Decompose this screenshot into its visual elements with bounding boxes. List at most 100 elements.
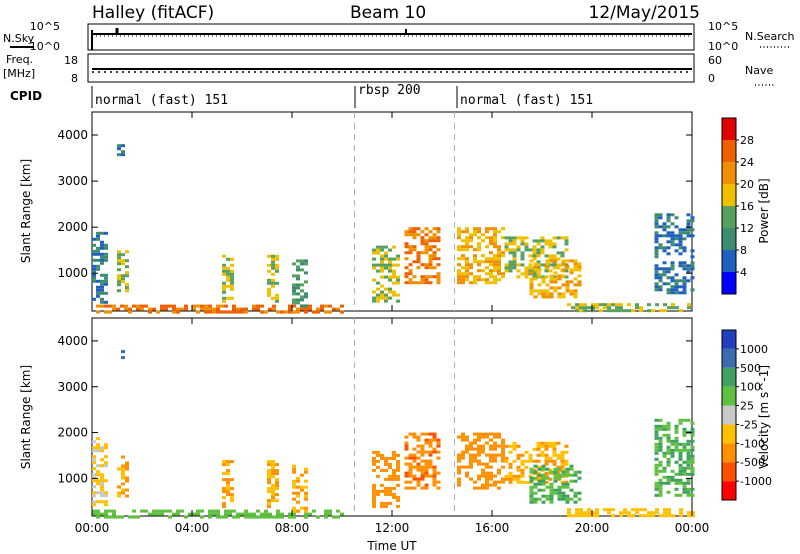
echo-cell: [670, 439, 675, 443]
echo-cell: [532, 447, 537, 451]
echo-cell: [404, 474, 409, 478]
echo-region: [529, 259, 582, 299]
echo-cell: [271, 278, 275, 282]
echo-cell: [172, 304, 176, 308]
echo-cell: [679, 508, 683, 512]
echo-cell: [564, 248, 569, 252]
echo-cell: [569, 271, 574, 275]
echo-cell: [564, 480, 569, 484]
echo-cell: [497, 251, 501, 255]
echo-cell: [662, 225, 667, 229]
echo-cell: [569, 464, 574, 468]
echo-cell: [208, 304, 212, 308]
echo-cell: [140, 307, 144, 311]
echo-cell: [408, 471, 413, 475]
echo-cell: [428, 438, 433, 442]
echo-cell: [504, 245, 509, 249]
echo-cell: [524, 465, 529, 469]
echo-cell: [485, 272, 489, 276]
echo-cell: [469, 456, 473, 460]
echo-cell: [536, 260, 541, 264]
echo-cell: [408, 248, 413, 252]
echo-cell: [372, 251, 376, 255]
echo-cell: [288, 304, 292, 308]
echo-cell: [457, 257, 461, 261]
echo-cell: [658, 234, 663, 238]
echo-cell: [296, 500, 300, 504]
echo-cell: [461, 432, 465, 436]
echo-cell: [230, 460, 234, 464]
echo-cell: [412, 281, 417, 285]
echo-cell: [222, 296, 226, 300]
echo-region: [267, 254, 279, 303]
echo-cell: [469, 465, 473, 469]
echo-cell: [304, 307, 308, 311]
echo-cell: [372, 296, 376, 300]
echo-cell: [121, 491, 125, 495]
echo-cell: [662, 466, 667, 470]
echo-cell: [485, 480, 489, 484]
echo-cell: [485, 465, 489, 469]
echo-cell: [560, 236, 565, 240]
echo-cell: [117, 289, 121, 293]
echo-cell: [124, 307, 128, 311]
echo-cell: [674, 493, 679, 497]
echo-cell: [461, 230, 465, 234]
echo-cell: [690, 487, 695, 491]
echo-cell: [125, 259, 129, 263]
echo-cell: [372, 483, 376, 487]
echo-cell: [112, 512, 116, 516]
echo-cell: [236, 512, 240, 516]
echo-cell: [272, 304, 276, 308]
echo-cell: [493, 444, 497, 448]
echo-cell: [545, 485, 550, 489]
echo-cell: [416, 468, 421, 472]
echo-cell: [473, 260, 477, 264]
echo-cell: [469, 441, 473, 445]
echo-cell: [336, 307, 340, 311]
echo-cell: [228, 310, 232, 314]
echo-cell: [497, 432, 501, 436]
echo-cell: [485, 236, 489, 240]
echo-cell: [477, 474, 481, 478]
echo-cell: [404, 471, 409, 475]
echo-cell: [489, 251, 493, 255]
echo-cell: [275, 263, 279, 267]
echo-cell: [267, 481, 271, 485]
echo-cell: [529, 277, 534, 281]
echo-cell: [412, 465, 417, 469]
echo-cell: [244, 307, 248, 311]
echo-cell: [497, 453, 501, 457]
y-tick-label: 3000: [57, 174, 88, 188]
nave-low-tick: 0: [708, 72, 715, 85]
echo-cell: [579, 306, 583, 310]
echo-cell: [376, 281, 380, 285]
echo-cell: [396, 465, 400, 469]
echo-cell: [320, 304, 324, 308]
echo-cell: [671, 306, 675, 310]
echo-cell: [545, 295, 550, 299]
echo-cell: [564, 263, 569, 267]
echo-cell: [548, 468, 553, 472]
echo-cell: [416, 462, 421, 466]
echo-cell: [396, 474, 400, 478]
echo-cell: [512, 260, 517, 264]
echo-cell: [561, 470, 566, 474]
echo-cell: [552, 275, 557, 279]
echo-cell: [674, 436, 679, 440]
echo-cell: [569, 497, 574, 501]
echo-cell: [666, 234, 671, 238]
echo-cell: [540, 275, 545, 279]
echo-cell: [100, 288, 104, 292]
echo-cell: [565, 280, 570, 284]
echo-cell: [670, 231, 675, 235]
echo-cell: [160, 512, 164, 516]
echo-cell: [136, 304, 140, 308]
echo-cell: [420, 242, 425, 246]
echo-cell: [465, 260, 469, 264]
echo-cell: [481, 471, 485, 475]
echo-cell: [545, 259, 550, 263]
echo-cell: [690, 439, 695, 443]
echo-cell: [667, 514, 671, 518]
